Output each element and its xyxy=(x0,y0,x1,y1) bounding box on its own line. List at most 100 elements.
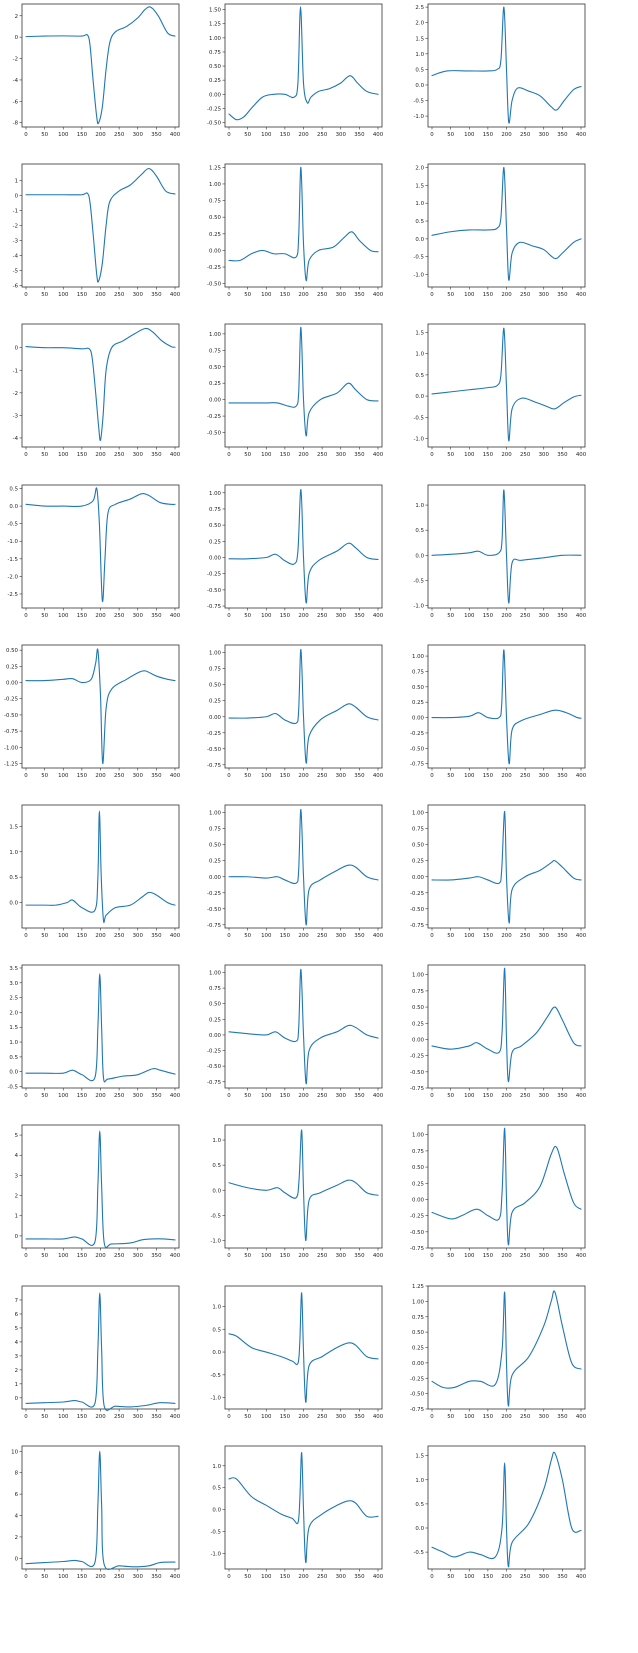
x-tick-label: 350 xyxy=(557,1093,568,1099)
y-tick-label: -0.5 xyxy=(7,521,18,527)
y-tick-label: 1.00 xyxy=(209,811,222,817)
y-tick-label: 0.75 xyxy=(209,50,221,56)
y-tick-label: -0.75 xyxy=(207,604,221,610)
series-line xyxy=(25,1450,176,1570)
x-tick-label: 250 xyxy=(520,933,531,939)
x-tick-label: 100 xyxy=(261,1253,272,1259)
x-tick-label: 50 xyxy=(447,1574,454,1580)
y-tick-label: 1 xyxy=(15,179,18,185)
y-tick-label: -0.50 xyxy=(207,282,222,288)
y-tick-label: 0 xyxy=(15,346,19,352)
y-tick-label: 0.00 xyxy=(209,715,222,721)
y-tick-label: -0.25 xyxy=(207,1049,221,1055)
x-tick-label: 350 xyxy=(354,1574,365,1580)
x-tick-label: 200 xyxy=(501,773,512,779)
x-tick-label: 200 xyxy=(501,452,512,458)
x-tick-label: 0 xyxy=(227,1093,231,1099)
chart-panel-7-1: 0 50 100 150 200 250 300 350 400 3.5 3.0 2.5 2.0 1.5 1… xyxy=(7,964,181,1099)
x-tick-label: 0 xyxy=(430,1253,434,1259)
x-tick-label: 350 xyxy=(151,1253,162,1259)
y-tick-label: 1.0 xyxy=(212,1464,221,1470)
x-tick-label: 400 xyxy=(576,1253,587,1259)
chart-panel-9-3: 0 50 100 150 200 250 300 350 400 1.25 1.00 0.75 0.50… xyxy=(410,1284,587,1420)
y-tick-label: -0.50 xyxy=(207,431,222,437)
x-tick-label: 400 xyxy=(373,1574,384,1580)
x-tick-label: 400 xyxy=(170,1253,181,1259)
chart-panel-4-1: 0 50 100 150 200 250 300 350 400 0.5 0.0 -0.5 -1.0 -1… xyxy=(7,484,181,619)
y-tick-label: -0.25 xyxy=(410,1214,424,1220)
x-tick-label: 400 xyxy=(170,132,181,138)
y-tick-label: -0.75 xyxy=(207,923,221,929)
x-tick-label: 0 xyxy=(24,1093,28,1099)
x-tick-label: 400 xyxy=(170,292,181,298)
x-tick-label: 250 xyxy=(520,613,531,619)
y-tick-label: 0.00 xyxy=(209,398,222,404)
x-tick-label: 50 xyxy=(447,773,454,779)
plot-frame xyxy=(21,323,180,448)
y-tick-label: 1.00 xyxy=(209,332,222,338)
x-tick-label: 200 xyxy=(95,452,106,458)
y-tick-label: 1.0 xyxy=(415,1478,424,1484)
x-tick-label: 200 xyxy=(501,933,512,939)
y-tick-label: 0.0 xyxy=(9,1070,18,1076)
y-tick-label: -0.50 xyxy=(207,907,222,913)
x-tick-label: 400 xyxy=(576,933,587,939)
y-tick-label: 1.0 xyxy=(9,1040,18,1046)
x-tick-label: 0 xyxy=(430,613,434,619)
x-tick-label: 150 xyxy=(280,452,291,458)
x-tick-label: 300 xyxy=(133,452,144,458)
y-tick-label: 0.75 xyxy=(412,1314,424,1320)
x-tick-label: 250 xyxy=(317,1574,328,1580)
x-tick-label: 50 xyxy=(244,132,251,138)
x-tick-label: 100 xyxy=(261,1414,272,1420)
series-line xyxy=(431,649,582,765)
x-tick-label: 200 xyxy=(298,1414,309,1420)
chart-panel-8-1: 0 50 100 150 200 250 300 350 400 5 4 3 2 1 0 xyxy=(15,1124,181,1259)
y-tick-label: 1.00 xyxy=(209,182,222,188)
x-tick-label: 350 xyxy=(151,1574,162,1580)
y-tick-label: -0.25 xyxy=(410,731,424,737)
y-tick-label: 0.0 xyxy=(415,83,424,89)
x-tick-label: 400 xyxy=(576,452,587,458)
y-tick-label: 0.00 xyxy=(209,555,222,561)
x-tick-label: 200 xyxy=(95,1093,106,1099)
x-tick-label: 250 xyxy=(317,1414,328,1420)
x-tick-label: 350 xyxy=(557,773,568,779)
series-line xyxy=(228,648,379,764)
x-tick-label: 200 xyxy=(298,1253,309,1259)
x-tick-label: 150 xyxy=(77,1414,88,1420)
y-tick-label: -0.75 xyxy=(207,763,221,769)
x-tick-label: 350 xyxy=(354,1093,365,1099)
y-tick-label: 5 xyxy=(15,1326,18,1332)
x-tick-label: 350 xyxy=(151,452,162,458)
y-tick-label: 0.5 xyxy=(415,1502,424,1508)
x-tick-label: 50 xyxy=(41,773,48,779)
x-tick-label: 0 xyxy=(24,773,28,779)
y-tick-label: -1.0 xyxy=(210,1551,221,1557)
x-tick-label: 50 xyxy=(447,452,454,458)
y-tick-label: -1.0 xyxy=(7,539,18,545)
x-tick-label: 150 xyxy=(280,292,291,298)
x-tick-label: 100 xyxy=(261,452,272,458)
chart-panel-5-1: 0 50 100 150 200 250 300 350 400 0.50 0.25 0.00 -0.2… xyxy=(4,644,181,779)
y-tick-label: 7 xyxy=(15,1298,18,1304)
chart-panel-5-3: 0 50 100 150 200 250 300 350 400 1.00 0.75 0.50 0.25… xyxy=(410,644,587,779)
x-tick-label: 100 xyxy=(58,933,69,939)
x-tick-label: 400 xyxy=(170,452,181,458)
x-tick-label: 0 xyxy=(227,1414,231,1420)
x-tick-label: 100 xyxy=(58,132,69,138)
x-tick-label: 100 xyxy=(261,132,272,138)
x-tick-label: 50 xyxy=(447,1414,454,1420)
chart-panel-4-2: 0 50 100 150 200 250 300 350 400 1.00 0.75 0.50 0.25… xyxy=(207,484,384,619)
x-tick-label: 250 xyxy=(520,452,531,458)
x-tick-label: 200 xyxy=(95,1574,106,1580)
x-tick-label: 250 xyxy=(520,1093,531,1099)
y-tick-label: 0 xyxy=(15,194,19,200)
y-tick-label: -1.0 xyxy=(413,437,424,443)
x-tick-label: 350 xyxy=(151,613,162,619)
x-tick-label: 100 xyxy=(261,773,272,779)
x-tick-label: 300 xyxy=(539,773,550,779)
y-tick-label: -0.75 xyxy=(207,1080,221,1086)
x-tick-label: 300 xyxy=(336,613,347,619)
